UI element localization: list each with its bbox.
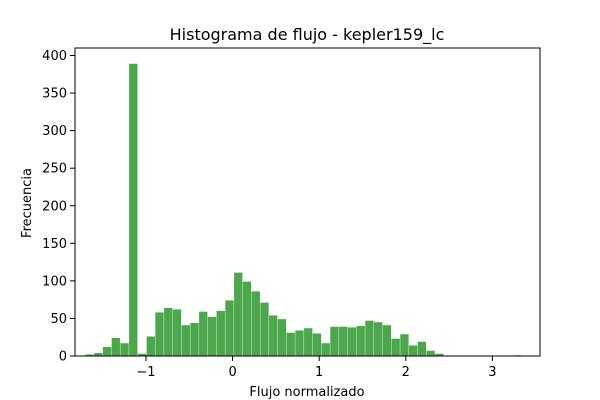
- histogram-bar: [234, 272, 243, 356]
- y-tick-label: 50: [50, 312, 67, 327]
- x-axis-label: Flujo normalizado: [249, 385, 364, 400]
- histogram-bar: [391, 338, 400, 356]
- histogram-bar: [295, 330, 304, 356]
- y-tick-label: 300: [42, 124, 67, 139]
- histogram-bar: [207, 316, 217, 356]
- histogram-bar: [417, 341, 427, 356]
- histogram-bar: [181, 325, 190, 356]
- histogram-bar: [286, 332, 295, 356]
- histogram-bar: [339, 326, 348, 356]
- y-tick-label: 250: [42, 162, 67, 177]
- histogram-bar: [164, 307, 173, 356]
- histogram-bar: [146, 336, 155, 356]
- y-tick-label: 150: [42, 237, 67, 252]
- histogram-bar: [242, 281, 252, 356]
- histogram-bar: [120, 343, 129, 356]
- x-tick-label: 3: [488, 365, 496, 380]
- histogram-bar: [199, 311, 208, 356]
- histogram-bar: [312, 333, 322, 356]
- histogram-bar: [85, 354, 94, 356]
- y-axis-ticks: 0 50 100 150 200 250 300 350 400: [42, 49, 75, 365]
- histogram-bar: [111, 337, 120, 356]
- histogram-bar: [408, 345, 418, 356]
- histogram-bar: [330, 326, 339, 356]
- x-tick-label: 0: [228, 365, 236, 380]
- histogram-bar: [347, 327, 357, 356]
- histogram-bar: [435, 353, 444, 356]
- histogram-bar: [374, 322, 383, 356]
- chart-title: Histograma de flujo - kepler159_lc: [170, 25, 445, 45]
- histogram-bar: [216, 310, 225, 356]
- x-tick-label: −1: [136, 365, 155, 380]
- histogram-bar: [129, 63, 138, 357]
- histogram-bar: [277, 319, 287, 356]
- histogram-bar: [269, 315, 278, 356]
- y-tick-label: 350: [42, 87, 67, 102]
- bars-group: [85, 63, 523, 357]
- histogram-bar: [94, 352, 103, 356]
- histogram-bar: [426, 350, 435, 356]
- y-axis-label: Frecuencia: [20, 168, 35, 238]
- histogram-bar: [356, 325, 365, 356]
- histogram-bar: [190, 322, 199, 356]
- histogram-bar: [382, 325, 392, 356]
- histogram-bar: [137, 353, 147, 356]
- histogram-bar: [172, 309, 182, 356]
- y-tick-label: 100: [42, 274, 67, 289]
- histogram-bar: [225, 300, 234, 356]
- x-axis-ticks: −1 0 1 2 3: [136, 356, 497, 380]
- histogram-bar: [400, 334, 409, 356]
- plot-frame: [74, 47, 541, 357]
- histogram-bar: [365, 320, 374, 356]
- histogram-bar: [304, 328, 313, 356]
- y-tick-label: 200: [42, 199, 67, 214]
- x-tick-label: 1: [315, 365, 323, 380]
- y-tick-label: 0: [59, 350, 67, 365]
- histogram-bar: [155, 312, 164, 356]
- y-tick-label: 400: [42, 49, 67, 64]
- x-tick-label: 2: [402, 365, 410, 380]
- histogram-bar: [251, 291, 260, 356]
- histogram-bar: [321, 343, 330, 356]
- histogram-bar: [102, 346, 112, 356]
- histogram-bar: [260, 302, 269, 356]
